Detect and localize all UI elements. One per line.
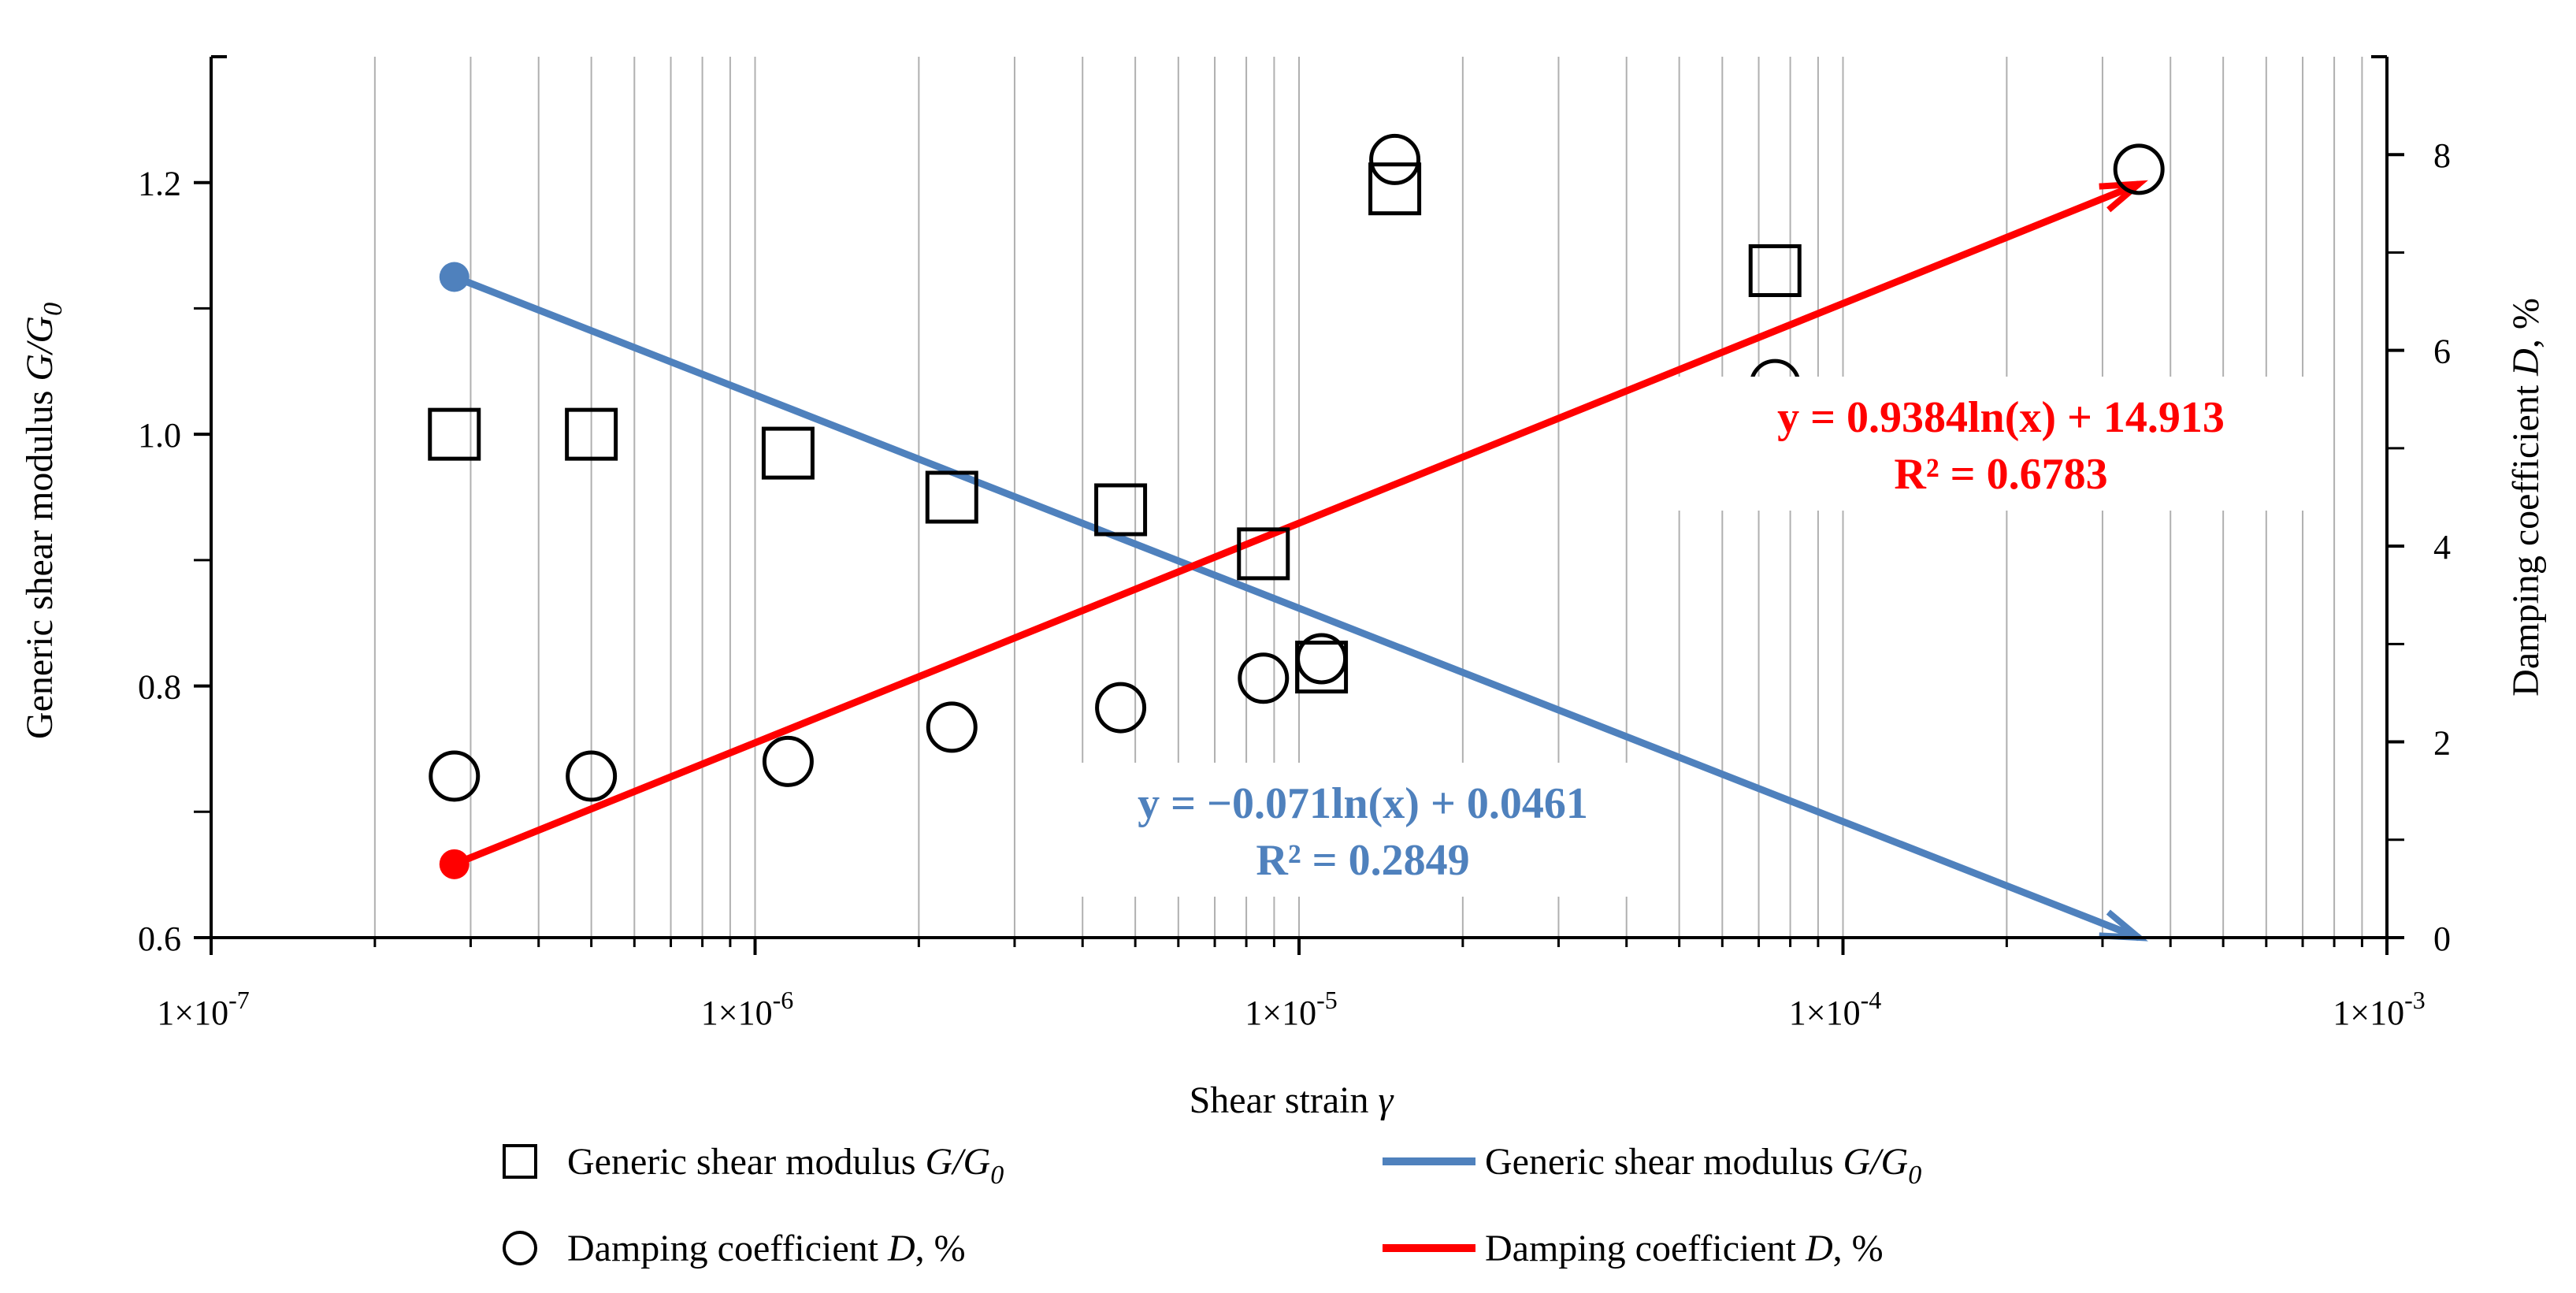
legend-label-symbol: D (1805, 1228, 1833, 1269)
x-tick-label-base: 1×10 (157, 994, 228, 1032)
legend-label: Damping coefficient D, % (1485, 1228, 1884, 1269)
right-axis-title-text: Damping coefficient (2505, 376, 2547, 697)
right-axis-title-suffix: , % (2505, 298, 2547, 348)
left-axis-title-text: Generic shear modulus (19, 381, 61, 740)
legend-label-suffix: , % (915, 1228, 966, 1269)
right-axis-title: Damping coefficient D, % (2505, 298, 2547, 697)
right-axis-title-symbol: D (2505, 348, 2547, 377)
damping-point (762, 735, 814, 787)
blue-eq-r-squared: R² = 0.2849 (1256, 836, 1469, 885)
x-tick-label-exponent: -3 (2404, 986, 2426, 1014)
legend-entry: Generic shear modulus G/G0 (503, 1141, 1004, 1190)
legend-label-text: Generic shear modulus (567, 1141, 926, 1183)
legend-entry: Damping coefficient D, % (503, 1228, 966, 1269)
modulus-trend-start-dot (439, 262, 470, 292)
trend-lines (439, 180, 2148, 942)
damping-point (1238, 652, 1290, 704)
left-tick-label: 1.2 (138, 165, 181, 203)
legend-label-symbol: G/G (926, 1141, 991, 1183)
modulus-point (1748, 244, 1802, 298)
equation-annotations: y = −0.071ln(x) + 0.0461 R² = 0.2849 y = 0… (1048, 377, 2324, 897)
x-tick-label: 1×10-4 (1789, 986, 1881, 1032)
modulus-point (565, 407, 618, 461)
x-tick-label: 1×10-3 (2333, 986, 2425, 1032)
left-axis-title: Generic shear modulus G/G0 (19, 303, 68, 739)
legend-label-text: Damping coefficient (1485, 1228, 1806, 1269)
x-tick-label-exponent: -5 (1316, 986, 1338, 1014)
legend-entry: Generic shear modulus G/G0 (1383, 1141, 1921, 1190)
x-tick-label: 1×10-6 (701, 986, 793, 1032)
legend-label: Generic shear modulus G/G0 (567, 1141, 1004, 1190)
legend-label: Generic shear modulus G/G0 (1485, 1141, 1921, 1190)
damping-point (566, 750, 618, 802)
left-axis-title-sub: 0 (39, 303, 68, 316)
damping-point (926, 701, 978, 753)
x-axis-title: Shear strain γ (1190, 1079, 1394, 1121)
left-tick-label: 0.8 (138, 668, 181, 707)
modulus-point (761, 426, 815, 480)
right-tick-label: 0 (2433, 920, 2451, 958)
x-tick-label-exponent: -4 (1861, 986, 1882, 1014)
legend-label-text: Generic shear modulus (1485, 1141, 1843, 1183)
x-tick-label: 1×10-5 (1245, 986, 1337, 1032)
left-tick-label: 0.6 (138, 920, 181, 958)
modulus-point (1368, 162, 1422, 216)
legend-label-symbol: G/G (1843, 1141, 1909, 1183)
damping-point (1095, 682, 1147, 734)
x-tick-label-base: 1×10 (701, 994, 773, 1032)
left-axis-title-symbol: G/G (19, 316, 61, 381)
right-tick-label: 6 (2433, 333, 2451, 371)
red-eq-background (1678, 377, 2324, 511)
modulus-trend-line (453, 273, 2140, 942)
legend-label-text: Damping coefficient (567, 1228, 888, 1269)
left-tick-label: 1.0 (138, 416, 181, 455)
x-tick-label-base: 1×10 (2333, 994, 2404, 1032)
legend-label: Damping coefficient D, % (567, 1228, 966, 1269)
legend-label-symbol: D (887, 1228, 915, 1269)
x-tick-label-exponent: -7 (228, 986, 250, 1014)
legend-label-sub: 0 (990, 1161, 1004, 1190)
damping-trend-start-dot (439, 849, 470, 879)
damping-trend-arrow (2099, 180, 2148, 213)
modulus-point (428, 407, 481, 461)
legend-square-marker (503, 1144, 537, 1179)
blue-eq-equation: y = −0.071ln(x) + 0.0461 (1138, 779, 1588, 828)
damping-point (1369, 133, 1421, 185)
modulus-point (925, 470, 978, 524)
legend-label-suffix: , % (1833, 1228, 1884, 1269)
red-eq-equation: y = 0.9384ln(x) + 14.913 (1777, 393, 2225, 442)
damping-point (2113, 143, 2165, 195)
axes: 1×10-7 1×10-6 1×10-5 1×10-4 1×10-30.60.81.01… (19, 55, 2547, 1121)
x-tick-label: 1×10-7 (157, 986, 249, 1032)
legend-circle-marker (503, 1231, 537, 1265)
right-tick-label: 2 (2433, 724, 2451, 763)
legend-entry: Damping coefficient D, % (1383, 1228, 1884, 1269)
x-tick-label-exponent: -6 (773, 986, 794, 1014)
modulus-point (1295, 641, 1349, 694)
red-eq-r-squared: R² = 0.6783 (1894, 450, 2107, 499)
damping-point (429, 750, 481, 802)
right-tick-label: 4 (2433, 528, 2451, 567)
damping-trend-line (453, 180, 2140, 868)
legend: Generic shear modulus G/G0 Generic shear … (503, 1141, 1921, 1269)
modulus-point (1237, 527, 1290, 581)
legend-label-sub: 0 (1908, 1161, 1921, 1190)
blue-eq-background (1048, 763, 1678, 897)
x-tick-label-base: 1×10 (1245, 994, 1316, 1032)
x-tick-label-base: 1×10 (1789, 994, 1861, 1032)
damping-point (1296, 633, 1348, 685)
modulus-point (1094, 483, 1148, 537)
x-axis-title-text: Shear strain (1190, 1079, 1379, 1121)
data-points (428, 133, 2165, 802)
right-tick-label: 8 (2433, 136, 2451, 175)
x-axis-title-symbol: γ (1379, 1079, 1394, 1121)
